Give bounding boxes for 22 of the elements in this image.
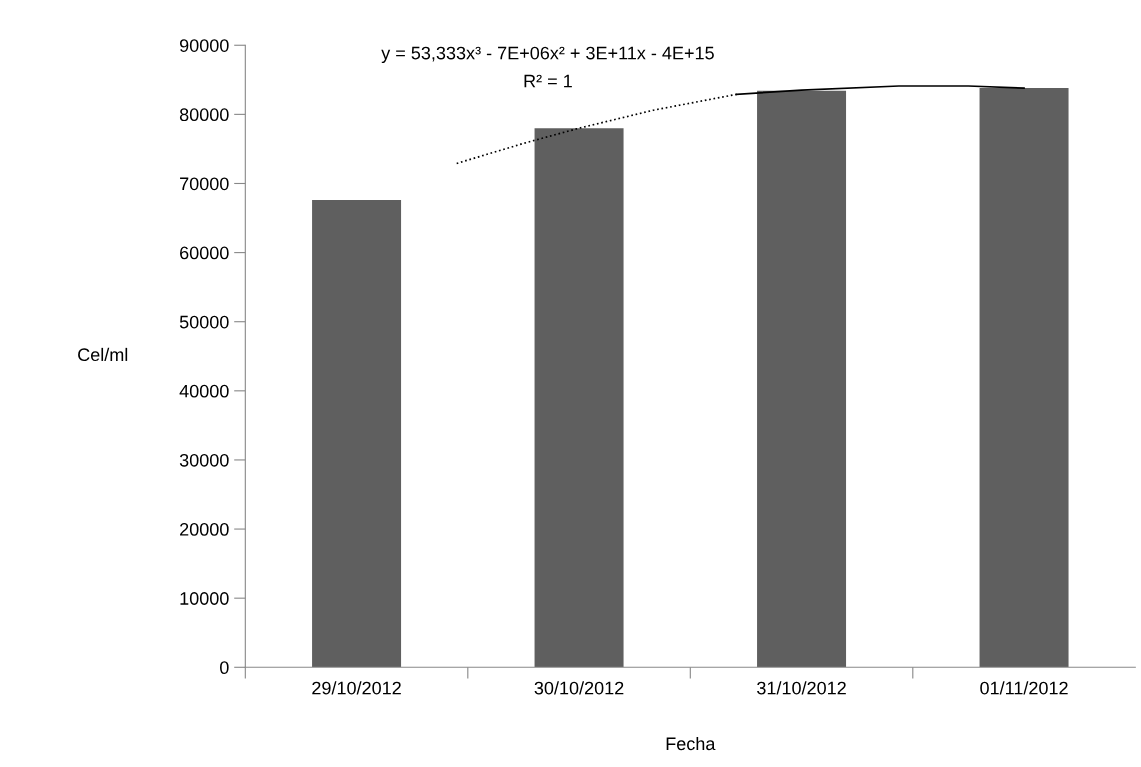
y-tick-label: 80000 [179, 108, 229, 122]
y-tick-label: 0 [220, 661, 229, 675]
x-tick-label: 30/10/2012 [534, 681, 624, 695]
y-tick-label: 30000 [179, 453, 229, 467]
y-tick-label: 10000 [180, 592, 229, 605]
y-tick-label: 90000 [179, 39, 229, 52]
x-tick-label: 31/10/2012 [757, 681, 846, 695]
bar [757, 90, 847, 668]
x-tick-label: 01/11/2012 [980, 681, 1068, 695]
y-tick-label: 60000 [180, 246, 229, 260]
annotation: y = 53,333x³ - 7E+06x² + 3E+11x - 4E+15 [381, 46, 714, 63]
bar [534, 128, 624, 668]
y-tick-label: 40000 [179, 384, 229, 398]
y-tick-label: 20000 [180, 522, 229, 536]
y-axis-title: Cel/ml [78, 347, 128, 362]
x-axis-title: Fecha [666, 736, 716, 751]
y-tick-label: 50000 [179, 315, 229, 329]
bar [312, 200, 402, 668]
y-tick-label: 70000 [180, 177, 229, 191]
x-tick-label: 29/10/2012 [312, 681, 401, 695]
annotation: R² = 1 [524, 74, 572, 88]
bar [979, 88, 1069, 668]
